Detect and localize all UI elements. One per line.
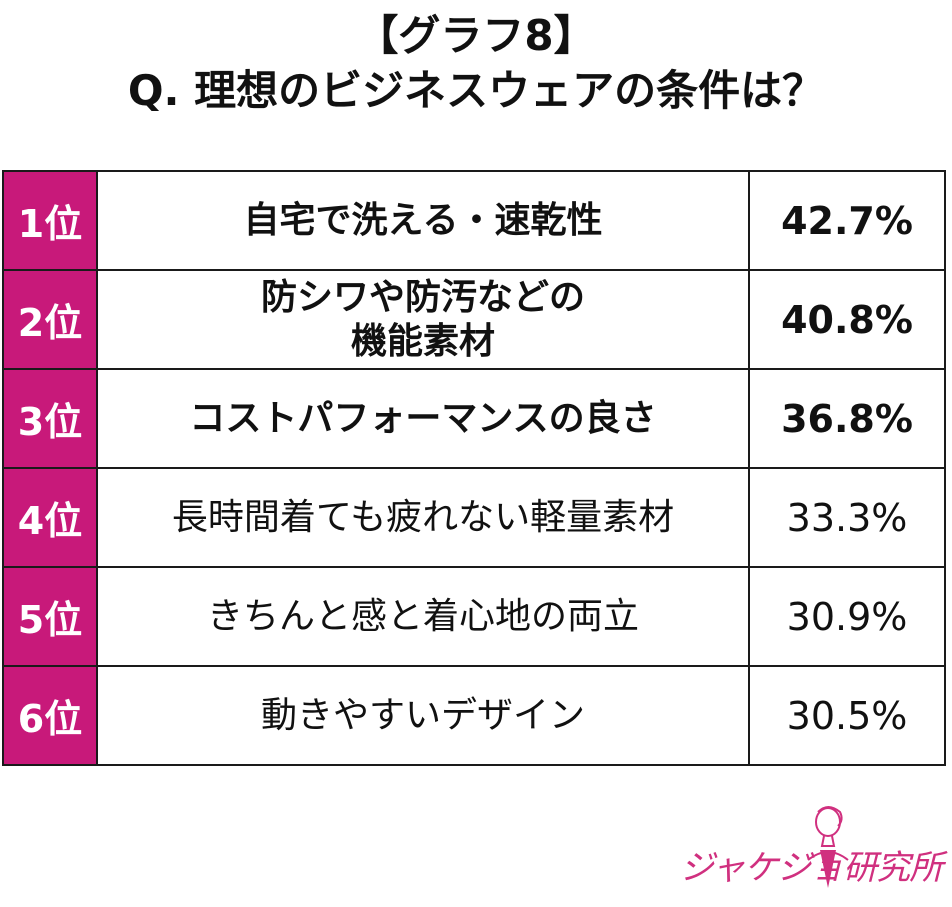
ranking-table: 1位 自宅で洗える・速乾性 42.7% 2位 防シワや防汚などの 機能素材 40.8% 3位コ… (2, 170, 946, 766)
condition-label-line: 長時間着ても疲れない軽量素材 (171, 496, 675, 538)
percentage-value: 30.5% (748, 665, 946, 766)
rank-cell: 6位 (2, 665, 98, 766)
chart-title: 【グラフ8】 Q. 理想のビジネスウェアの条件は？ (0, 10, 952, 117)
brand-logo: ジャケジョ研究所 (680, 800, 950, 900)
condition-label: 防シワや防汚などの 機能素材 (96, 269, 750, 370)
table-row: 1位 自宅で洗える・速乾性 42.7% (2, 170, 946, 271)
percentage-value: 30.9% (748, 566, 946, 667)
percentage-value: 36.8% (748, 368, 946, 469)
condition-label-line: コストパフォーマンスの良さ (189, 397, 657, 439)
table-row: 5位 きちんと感と着心地の両立 30.9% (2, 566, 946, 667)
table-row: 2位 防シワや防汚などの 機能素材 40.8% (2, 269, 946, 370)
title-line-1: 【グラフ8】 (356, 11, 596, 60)
rank-cell: 4位 (2, 467, 98, 568)
table-row: 3位 コストパフォーマンスの良さ 36.8% (2, 368, 946, 469)
percentage-value: 42.7% (748, 170, 946, 271)
table-row: 4位 長時間着ても疲れない軽量素材 33.3% (2, 467, 946, 568)
rank-cell: 1位 (2, 170, 98, 271)
rank-cell: 3位 (2, 368, 98, 469)
condition-label-line: 防シワや防汚などの (260, 277, 585, 319)
condition-label: きちんと感と着心地の両立 (96, 566, 750, 667)
figure-silhouette-icon (807, 806, 849, 888)
percentage-value: 33.3% (748, 467, 946, 568)
condition-label: 自宅で洗える・速乾性 (96, 170, 750, 271)
condition-label: 長時間着ても疲れない軽量素材 (96, 467, 750, 568)
condition-label-line: 動きやすいデザイン (260, 694, 585, 736)
percentage-value: 40.8% (748, 269, 946, 370)
condition-label-line: 機能素材 (350, 320, 495, 362)
condition-label-line: きちんと感と着心地の両立 (206, 595, 639, 637)
title-line-2: Q. 理想のビジネスウェアの条件は？ (127, 65, 825, 115)
condition-label: 動きやすいデザイン (96, 665, 750, 766)
rank-cell: 2位 (2, 269, 98, 370)
logo-text: ジャケジョ研究所 (680, 848, 943, 888)
condition-label: コストパフォーマンスの良さ (96, 368, 750, 469)
table-row: 6位 動きやすいデザイン 30.5% (2, 665, 946, 766)
rank-cell: 5位 (2, 566, 98, 667)
condition-label-line: 自宅で洗える・速乾性 (243, 199, 603, 241)
